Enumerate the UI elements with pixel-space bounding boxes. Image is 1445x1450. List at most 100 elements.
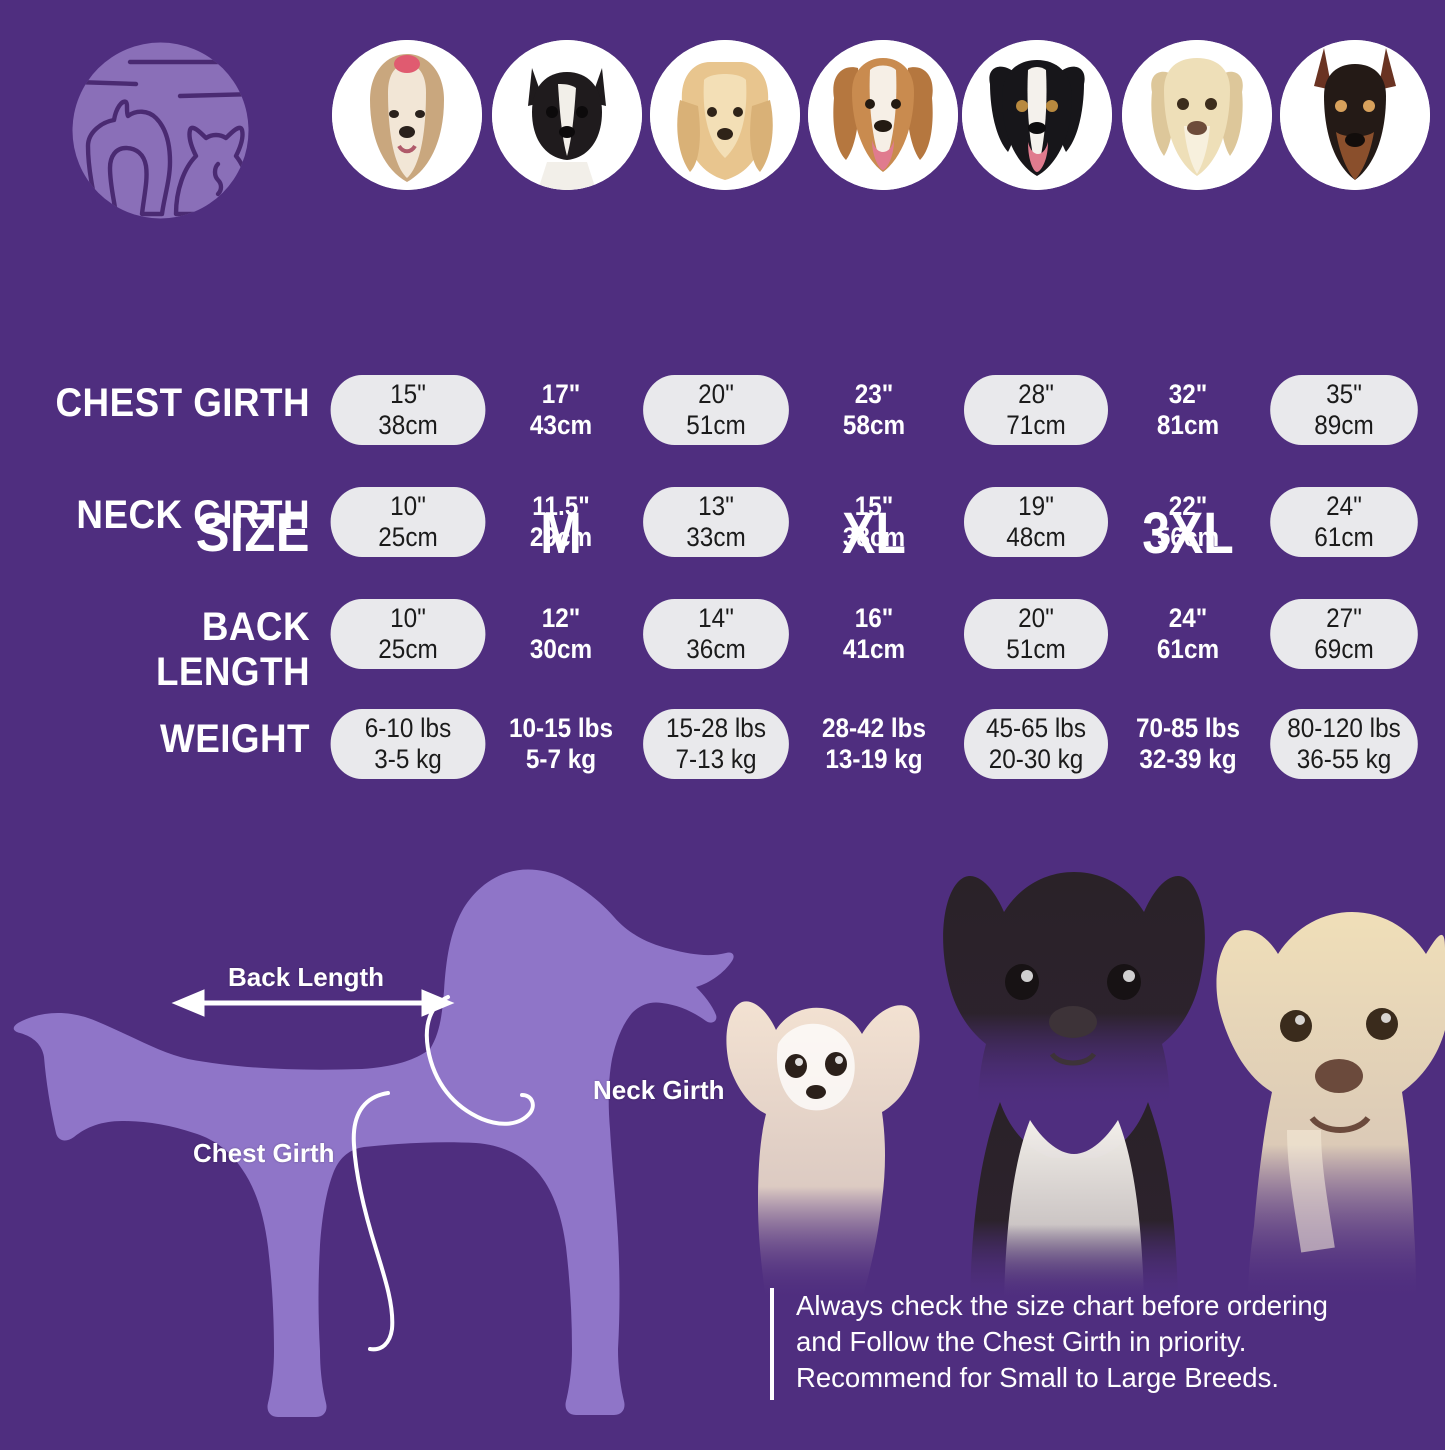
cell-chest-girth-m: 17" 43cm	[494, 375, 627, 445]
size-header-xl: XL	[842, 501, 906, 566]
cell-line-inches: 20"	[698, 378, 734, 409]
breed-size-photo-group	[700, 830, 1445, 1300]
cell-line-metric: 20-30 kg	[988, 744, 1084, 774]
cell-line-inches: 70-85 lbs	[1135, 712, 1241, 743]
size-header-3xl: 3XL	[1142, 501, 1234, 566]
note-divider-rule	[770, 1288, 774, 1400]
row-label-chest-girth: CHEST GIRTH	[55, 381, 311, 425]
cell-line-inches: 14"	[698, 602, 734, 633]
cell-line-metric: 69cm	[1314, 634, 1374, 664]
cell-neck-girth-4xl: 24" 61cm	[1270, 487, 1418, 557]
cell-line-metric: 81cm	[1156, 410, 1220, 440]
cell-chest-girth-s: 15" 38cm	[330, 375, 486, 445]
dog-silhouette-icon	[13, 869, 734, 1417]
row-label-weight: WEIGHT	[160, 717, 310, 761]
cell-line-metric: 30cm	[529, 634, 593, 664]
note-line-1: Always check the size chart before order…	[796, 1290, 1328, 1321]
cell-line-inches: 10"	[390, 602, 426, 633]
cell-line-inches: 32"	[1168, 378, 1208, 409]
cell-neck-girth-s: 10" 25cm	[330, 487, 486, 557]
cell-back-length-m: 12" 30cm	[494, 599, 627, 669]
cell-chest-girth-3xl: 32" 81cm	[1121, 375, 1256, 445]
row-label-neck-girth: NECK GIRTH	[76, 493, 310, 537]
cell-line-metric: 61cm	[1156, 634, 1220, 664]
cell-weight-m: 10-15 lbs 5-7 kg	[494, 709, 627, 779]
cell-back-length-2xl: 20" 51cm	[964, 599, 1108, 669]
cell-weight-4xl: 80-120 lbs 36-55 kg	[1270, 709, 1418, 779]
brand-logo	[58, 28, 263, 233]
note-block: Always check the size chart before order…	[770, 1288, 1430, 1408]
breed-avatar-border-collie	[962, 40, 1112, 190]
cell-line-metric: 38cm	[842, 522, 906, 552]
cell-neck-girth-2xl: 19" 48cm	[964, 487, 1108, 557]
cell-weight-l: 15-28 lbs 7-13 kg	[643, 709, 789, 779]
dog-and-cat-silhouette-badge-icon	[72, 42, 249, 219]
cell-line-metric: 48cm	[1006, 522, 1066, 552]
cell-line-metric: 3-5 kg	[374, 744, 442, 774]
cell-line-inches: 80-120 lbs	[1287, 712, 1401, 743]
cell-line-metric: 25cm	[378, 522, 438, 552]
breed-avatar-beagle	[808, 40, 958, 190]
chihuahua-photo	[726, 1001, 920, 1300]
cell-line-metric: 51cm	[686, 410, 746, 440]
cell-line-inches: 27"	[1326, 602, 1362, 633]
cell-back-length-4xl: 27" 69cm	[1270, 599, 1418, 669]
cell-line-metric: 58cm	[842, 410, 906, 440]
note-line-2: and Follow the Chest Girth in priority.	[796, 1325, 1247, 1357]
cell-line-inches: 22"	[1168, 490, 1208, 521]
cell-line-metric: 71cm	[1006, 410, 1066, 440]
cell-line-metric: 33cm	[686, 522, 746, 552]
breed-avatar-shih-tzu	[332, 40, 482, 190]
note-text: Always check the size chart before order…	[796, 1288, 1328, 1395]
cell-line-metric: 13-19 kg	[825, 744, 923, 774]
cell-back-length-xl: 16" 41cm	[807, 599, 942, 669]
cell-neck-girth-l: 13" 33cm	[643, 487, 789, 557]
cell-line-metric: 61cm	[1314, 522, 1374, 552]
diagram-label-back-length: Back Length	[228, 962, 385, 992]
back-length-arrow-icon	[171, 989, 455, 1017]
cell-weight-xl: 28-42 lbs 13-19 kg	[807, 709, 942, 779]
cell-line-metric: 36-55 kg	[1296, 744, 1392, 774]
breed-avatar-cocker-spaniel	[650, 40, 800, 190]
cell-chest-girth-l: 20" 51cm	[643, 375, 789, 445]
cell-line-inches: 23"	[854, 378, 894, 409]
diagram-label-chest-girth: Chest Girth	[193, 1138, 335, 1168]
row-label-back-length: BACK LENGTH	[155, 605, 310, 694]
cell-line-inches: 20"	[1018, 602, 1054, 633]
cell-chest-girth-4xl: 35" 89cm	[1270, 375, 1418, 445]
cell-line-inches: 10"	[390, 490, 426, 521]
cell-back-length-l: 14" 36cm	[643, 599, 789, 669]
cell-line-inches: 45-65 lbs	[986, 712, 1086, 743]
cell-line-inches: 24"	[1326, 490, 1362, 521]
cell-line-metric: 41cm	[842, 634, 906, 664]
cell-line-metric: 5-7 kg	[525, 744, 597, 774]
cell-back-length-3xl: 24" 61cm	[1121, 599, 1256, 669]
cell-neck-girth-xl: 15" 38cm	[807, 487, 942, 557]
french-bulldog-photo	[943, 872, 1205, 1300]
cell-line-metric: 36cm	[686, 634, 746, 664]
cell-line-inches: 16"	[854, 602, 894, 633]
cell-line-metric: 29cm	[529, 522, 593, 552]
cell-line-metric: 38cm	[378, 410, 438, 440]
labrador-photo	[1216, 912, 1445, 1300]
cell-back-length-s: 10" 25cm	[330, 599, 486, 669]
cell-chest-girth-xl: 23" 58cm	[807, 375, 942, 445]
cell-neck-girth-3xl: 22" 56cm	[1121, 487, 1256, 557]
cell-line-inches: 15-28 lbs	[666, 712, 766, 743]
size-chart-table: SIZE SMLXL2XL3XL4XLCHEST GIRTH15"38cm17"…	[0, 245, 1445, 790]
cell-line-inches: 17"	[541, 378, 581, 409]
cell-line-inches: 13"	[698, 490, 734, 521]
cell-weight-2xl: 45-65 lbs 20-30 kg	[964, 709, 1108, 779]
cell-line-inches: 6-10 lbs	[364, 712, 452, 743]
cell-line-metric: 89cm	[1314, 410, 1374, 440]
cell-line-metric: 43cm	[529, 410, 593, 440]
cell-chest-girth-2xl: 28" 71cm	[964, 375, 1108, 445]
diagram-label-neck-girth: Neck Girth	[593, 1075, 725, 1105]
breed-avatar-boston-terrier	[492, 40, 642, 190]
cell-weight-s: 6-10 lbs 3-5 kg	[330, 709, 486, 779]
cell-line-metric: 56cm	[1156, 522, 1220, 552]
cell-line-inches: 28"	[1018, 378, 1054, 409]
breed-avatar-doberman	[1280, 40, 1430, 190]
cell-line-inches: 19"	[1018, 490, 1054, 521]
cell-line-inches: 28-42 lbs	[821, 712, 927, 743]
